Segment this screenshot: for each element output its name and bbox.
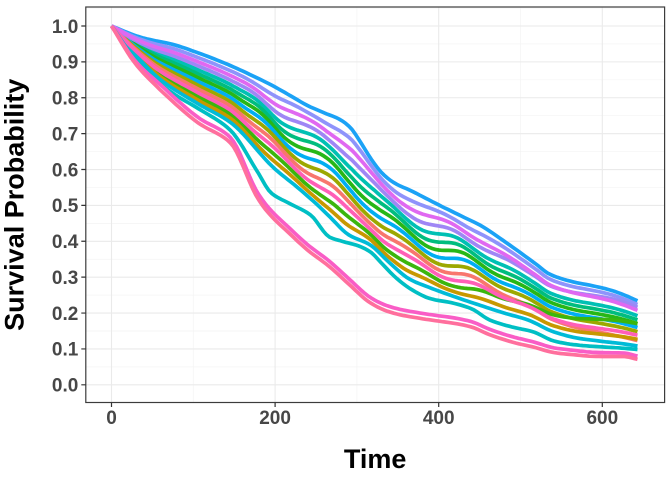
svg-text:Time: Time <box>344 444 407 474</box>
svg-text:0.8: 0.8 <box>52 89 78 110</box>
svg-text:0.0: 0.0 <box>52 376 78 397</box>
svg-text:600: 600 <box>586 408 618 429</box>
svg-text:Survival Probability: Survival Probability <box>0 79 30 331</box>
svg-text:0.9: 0.9 <box>52 53 78 74</box>
svg-text:0.1: 0.1 <box>52 340 79 361</box>
svg-text:0.7: 0.7 <box>52 124 78 145</box>
svg-text:0: 0 <box>106 408 117 429</box>
svg-text:0.4: 0.4 <box>52 232 79 253</box>
svg-text:0.6: 0.6 <box>52 160 78 181</box>
svg-text:0.3: 0.3 <box>52 268 78 289</box>
svg-text:1.0: 1.0 <box>52 17 78 38</box>
svg-text:400: 400 <box>423 408 455 429</box>
svg-text:0.5: 0.5 <box>52 196 79 217</box>
svg-text:200: 200 <box>259 408 291 429</box>
svg-text:0.2: 0.2 <box>52 304 78 325</box>
